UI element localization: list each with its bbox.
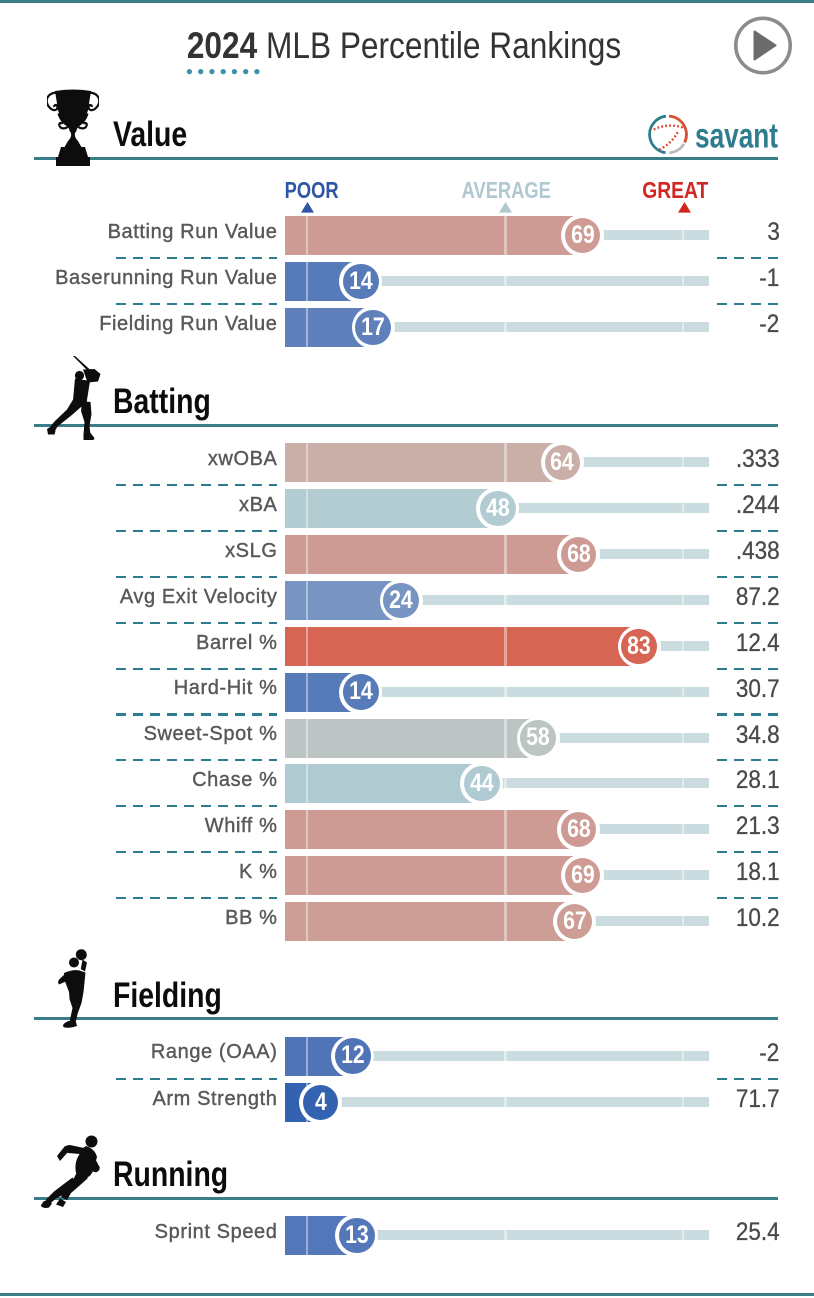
svg-text:savant: savant: [695, 115, 778, 155]
